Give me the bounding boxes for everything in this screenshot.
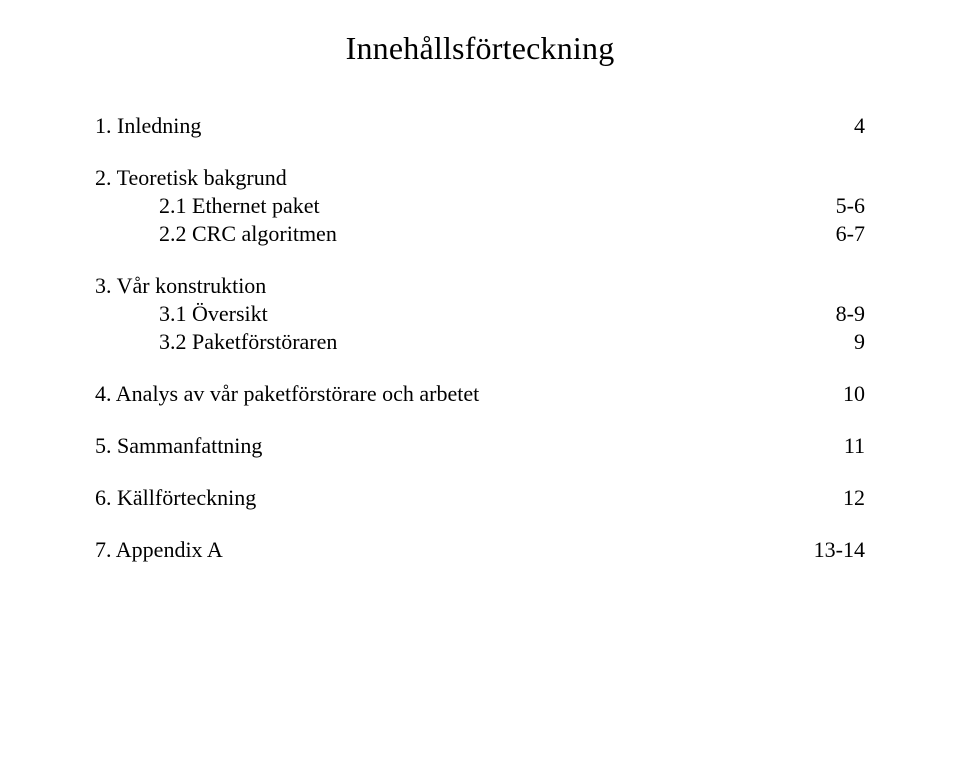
toc-label: 6. Källförteckning [95,485,256,511]
toc-label: 2. Teoretisk bakgrund [95,165,287,191]
document-page: Innehållsförteckning 1. Inledning 4 2. T… [0,0,960,767]
toc-page: 13-14 [814,537,865,563]
toc-entry-5: 5. Sammanfattning 11 [95,433,865,459]
toc-spacer [95,357,865,381]
toc-spacer [95,249,865,273]
toc-spacer [95,141,865,165]
toc-page: 12 [843,485,865,511]
toc-entry-3-2: 3.2 Paketförstöraren 9 [95,329,865,355]
toc-spacer [95,409,865,433]
toc-label: 3.2 Paketförstöraren [159,329,337,355]
toc-page: 4 [854,113,865,139]
toc-page: 6-7 [836,221,865,247]
toc-label: 2.2 CRC algoritmen [159,221,337,247]
toc-page: 5-6 [836,193,865,219]
toc-entry-7: 7. Appendix A 13-14 [95,537,865,563]
toc-page: 9 [854,329,865,355]
toc-label: 2.1 Ethernet paket [159,193,320,219]
toc-spacer [95,513,865,537]
toc-label: 5. Sammanfattning [95,433,262,459]
toc-entry-2-1: 2.1 Ethernet paket 5-6 [95,193,865,219]
table-of-contents: 1. Inledning 4 2. Teoretisk bakgrund 2.1… [95,113,865,563]
toc-entry-4: 4. Analys av vår paketförstörare och arb… [95,381,865,407]
toc-entry-2: 2. Teoretisk bakgrund [95,165,865,191]
toc-label: 4. Analys av vår paketförstörare och arb… [95,381,479,407]
toc-page: 10 [843,381,865,407]
toc-page: 11 [844,433,865,459]
toc-entry-3-1: 3.1 Översikt 8-9 [95,301,865,327]
toc-entry-6: 6. Källförteckning 12 [95,485,865,511]
toc-page: 8-9 [836,301,865,327]
toc-label: 3.1 Översikt [159,301,268,327]
page-title: Innehållsförteckning [95,30,865,67]
toc-spacer [95,461,865,485]
toc-label: 7. Appendix A [95,537,223,563]
toc-label: 1. Inledning [95,113,201,139]
toc-entry-1: 1. Inledning 4 [95,113,865,139]
toc-label: 3. Vår konstruktion [95,273,266,299]
toc-entry-3: 3. Vår konstruktion [95,273,865,299]
toc-entry-2-2: 2.2 CRC algoritmen 6-7 [95,221,865,247]
